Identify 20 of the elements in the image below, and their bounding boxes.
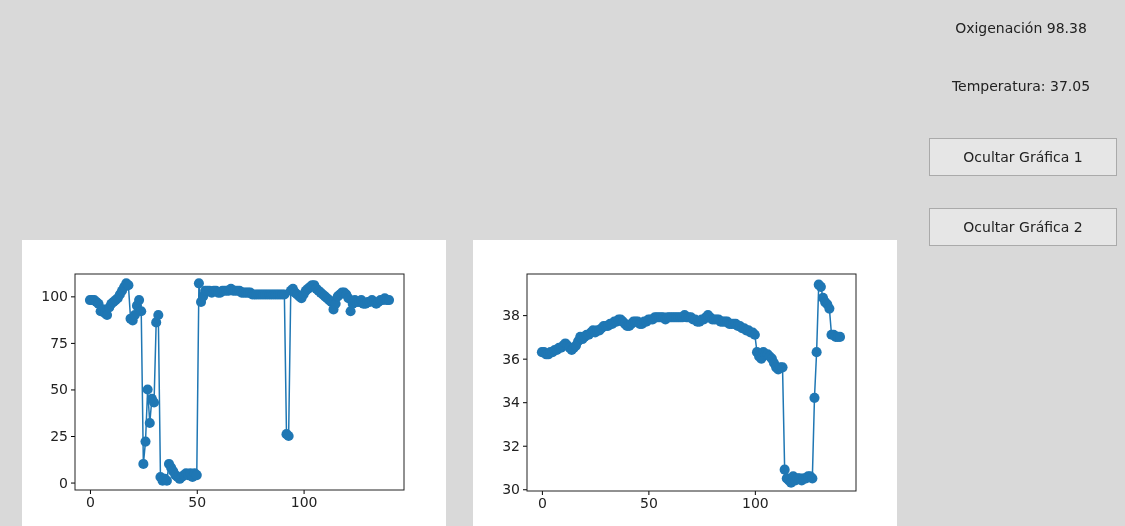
- text: Oxigenación 98.38: [954, 20, 1088, 36]
- y-tick-label: 100: [41, 288, 68, 305]
- y-tick-label: 30: [502, 481, 520, 498]
- x-tick-label: 0: [85, 493, 95, 510]
- x-tick-label: 50: [639, 494, 658, 511]
- x-tick-label: 100: [741, 494, 769, 511]
- x-tick-label: 0: [537, 494, 547, 511]
- text: Ocultar Gráfica 1: [929, 138, 1117, 176]
- x-tick-label: 50: [188, 493, 207, 510]
- y-tick-label: 34: [502, 394, 521, 411]
- y-tick-label: 36: [502, 350, 521, 367]
- x-tick-label: 100: [290, 493, 318, 510]
- text: Ocultar Gráfica 2: [929, 208, 1117, 246]
- y-tick-label: 75: [50, 334, 68, 351]
- y-tick-label: 0: [59, 474, 68, 491]
- y-tick-label: 32: [502, 437, 520, 454]
- y-tick-label: 38: [502, 307, 520, 324]
- y-tick-label: 25: [50, 427, 68, 444]
- y-tick-label: 50: [50, 381, 68, 398]
- text: Temperatura: 37.05: [950, 78, 1092, 94]
